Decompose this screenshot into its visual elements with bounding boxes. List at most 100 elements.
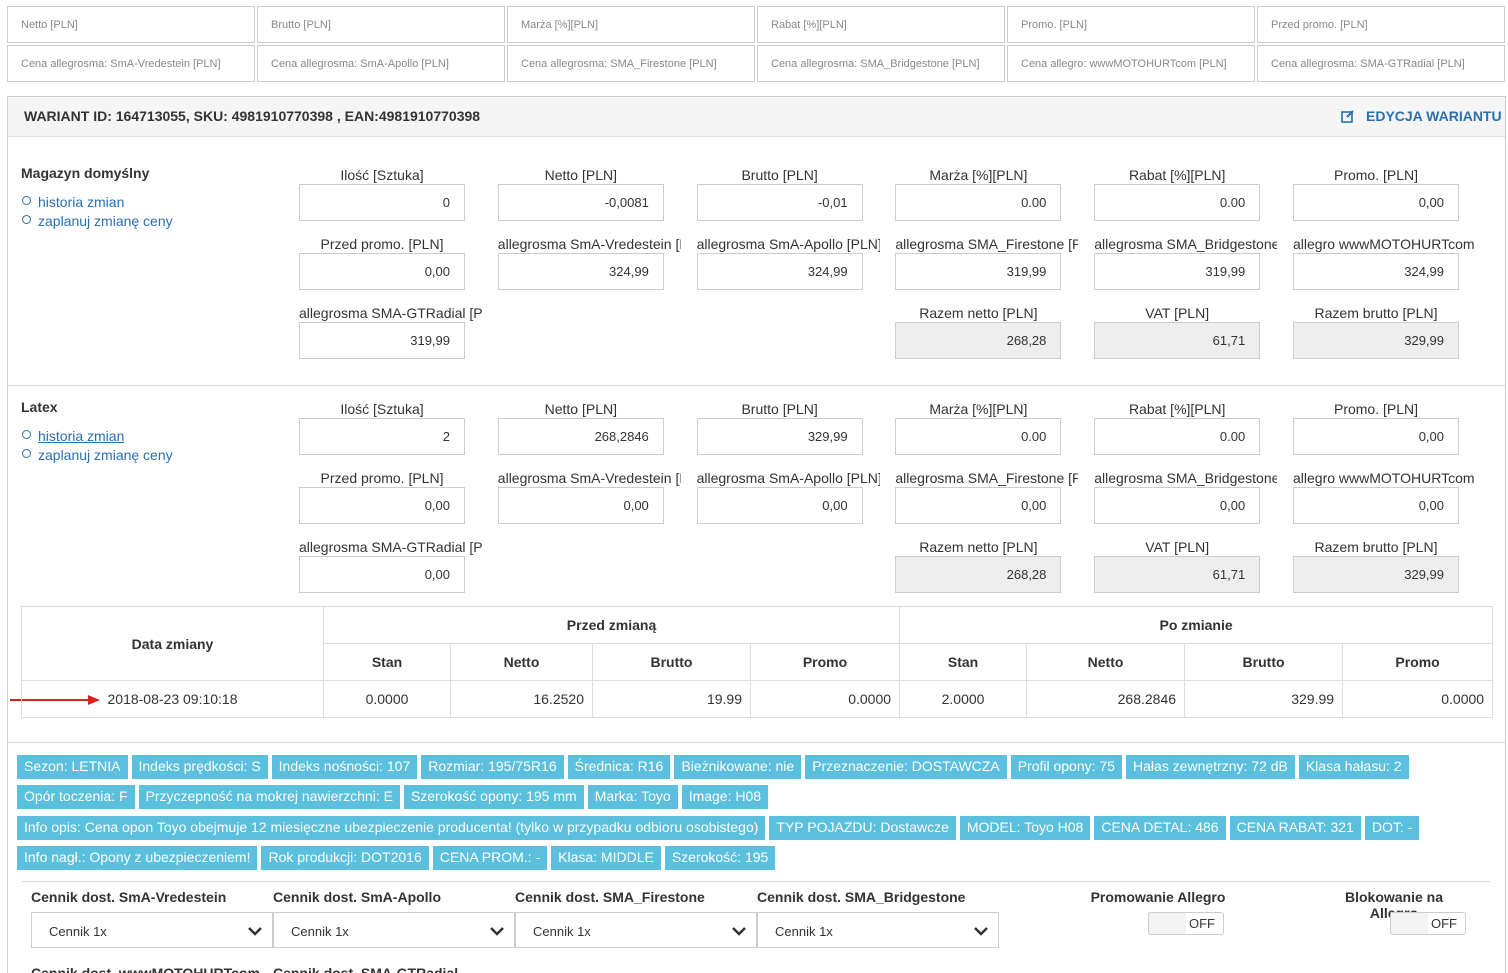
field-input[interactable]: -0,01 [696,184,863,221]
field-input[interactable]: 324,99 [696,253,863,290]
field-input: 268,28 [895,556,1062,593]
history-row: 2018-08-23 09:10:18 0.0000 16.2520 19.99 0.0… [21,680,1494,718]
tag-row: Info opis: Cena opon Toyo obejmuje 12 mi… [17,815,1423,840]
filter-input[interactable]: Rabat [%][PLN] [757,6,1005,43]
cell: 0.0000 [323,680,451,718]
field-label: Ilość [Sztuka] [340,167,424,183]
field-label: Rabat [%][PLN] [1128,401,1226,417]
filter-input[interactable]: Cena allegrosma: SMA_Firestone [PLN] [507,45,755,82]
field-input[interactable]: 0,00 [1293,184,1459,221]
edit-variant-button[interactable]: EDYCJA WARIANTU [1366,108,1502,124]
field-input[interactable]: 0,00 [299,253,465,290]
clock-icon [22,196,31,205]
tag: Indeks nośności: 107 [271,755,418,779]
tag: Info nagł.: Opony z ubezpieczeniem! [17,845,258,870]
field-input[interactable]: 0,00 [1293,487,1459,524]
link[interactable]: historia zmian [38,428,125,444]
field-input: 329,99 [1293,322,1459,359]
filter-input[interactable]: Brutto [PLN] [257,6,505,43]
chevron [248,927,262,936]
field-input[interactable]: 0,00 [696,487,863,524]
variant-header [8,97,1505,137]
field-label: allegrosma SMA_Bridgestone [PLN] [1094,470,1278,486]
tag: CENA RABAT: 321 [1229,815,1361,840]
warehouse-name: Latex [21,399,58,415]
field-label: Promo. [PLN] [1333,401,1419,417]
field-input[interactable]: 0.00 [1094,184,1261,221]
cell: 16.2520 [450,680,593,718]
header-cell: Promo [1342,643,1494,681]
tag: Image: H08 [681,785,769,810]
filter-input[interactable]: Cena allegrosma: SMA-GTRadial [PLN] [1257,45,1505,82]
filter-input[interactable]: Promo. [PLN] [1007,6,1255,43]
field-input[interactable]: 0,00 [1293,418,1459,455]
header-cell: Stan [899,643,1028,681]
field-input[interactable]: 2 [299,418,465,455]
tag: Hałas zewnętrzny: 72 dB [1125,755,1295,779]
tag: Sezon: LETNIA [17,755,128,779]
link[interactable]: zaplanuj zmianę ceny [38,447,173,463]
select[interactable]: Cennik 1x [757,912,999,948]
header-row: Stan Netto Brutto Promo Stan Netto Brutto Promo [22,643,1494,681]
separator [21,881,1491,882]
filter-input[interactable]: Marża [%][PLN] [507,6,755,43]
field-label: Brutto [PLN] [741,401,818,417]
select-label: Cennik dost. SmA-Vredestein [31,889,227,905]
link[interactable]: zaplanuj zmianę ceny [38,213,173,229]
field-input[interactable]: 0,00 [299,556,465,593]
field-label: allegro wwwMOTOHURTcom [PLN] [1293,470,1476,486]
select[interactable]: Cennik 1x [273,912,515,948]
field-input: 61,71 [1094,322,1261,359]
select-label: Cennik dost. SMA_Bridgestone [757,889,966,905]
toggle[interactable]: OFF [1390,912,1466,935]
select[interactable]: Cennik 1x [515,912,757,948]
filter-input[interactable]: Netto [PLN] [7,6,255,43]
field-input[interactable]: 319,99 [1094,253,1261,290]
filter-input[interactable]: Przed promo. [PLN] [1257,6,1505,43]
tag: Rok produkcji: DOT2016 [261,845,429,870]
field-input[interactable]: 0.00 [1094,418,1261,455]
field-input[interactable]: 0.00 [895,418,1062,455]
select-label: Cennik dost. SMA-GTRadial [273,965,459,973]
filter-input[interactable]: Cena allegrosma: SmA-Vredestein [PLN] [7,45,255,82]
cell: 268.2846 [1026,680,1186,718]
field-input[interactable]: 319,99 [895,253,1062,290]
field-input[interactable]: 324,99 [497,253,664,290]
field-label: allegrosma SmA-Apollo [PLN] [696,470,880,486]
field-input[interactable]: 0,00 [1094,487,1261,524]
select-label: Cennik dost. wwwMOTOHURTcom [31,965,260,973]
tag: TYP POJAZDU: Dostawcze [769,815,956,840]
field-input: 61,71 [1094,556,1261,593]
header-cell: Po zmianie [899,606,1494,644]
field-label: allegrosma SMA_Firestone [PLN] [895,236,1079,252]
field-input[interactable]: 0.00 [895,184,1062,221]
filter-input[interactable]: Cena allegro: wwwMOTOHURTcom [PLN] [1007,45,1255,82]
field-input[interactable]: 329,99 [696,418,863,455]
field-input[interactable]: 0,00 [895,487,1062,524]
toggle[interactable]: OFF [1148,912,1224,935]
link[interactable]: historia zmian [38,194,125,210]
field-label: Przed promo. [PLN] [320,470,444,486]
field-label: Rabat [%][PLN] [1128,167,1226,183]
field-input[interactable]: 324,99 [1293,253,1459,290]
tag: Marka: Toyo [587,785,678,810]
field-label: Razem brutto [PLN] [1314,305,1438,321]
field-input[interactable]: 0,00 [497,487,664,524]
field-input: 268,28 [895,322,1062,359]
tag: Klasa hałasu: 2 [1298,755,1409,779]
field-input[interactable]: -0,0081 [497,184,664,221]
field-label: Brutto [PLN] [741,167,818,183]
filter-input[interactable]: Cena allegrosma: SMA_Bridgestone [PLN] [757,45,1005,82]
filter-input[interactable]: Cena allegrosma: SmA-Apollo [PLN] [257,45,505,82]
warehouse-name: Magazyn domyślny [21,165,150,181]
field-input[interactable]: 0,00 [299,487,465,524]
field-label: Przed promo. [PLN] [320,236,444,252]
select-label: Cennik dost. SmA-Apollo [273,889,441,905]
tag: Opór toczenia: F [17,785,135,810]
select[interactable]: Cennik 1x [31,912,273,948]
field-input[interactable]: 319,99 [299,322,465,359]
tag: Przeznaczenie: DOSTAWCZA [805,755,1007,779]
field-input[interactable]: 268,2846 [497,418,664,455]
field-input[interactable]: 0 [299,184,465,221]
